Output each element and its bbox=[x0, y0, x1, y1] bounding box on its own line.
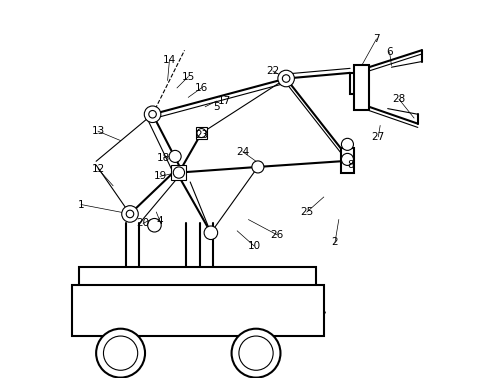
Text: 12: 12 bbox=[91, 164, 105, 174]
Circle shape bbox=[149, 111, 157, 118]
Circle shape bbox=[341, 153, 353, 165]
Bar bbox=[196, 127, 207, 139]
Text: 5: 5 bbox=[213, 102, 220, 112]
Text: 15: 15 bbox=[182, 72, 195, 81]
Text: 7: 7 bbox=[373, 34, 380, 44]
Text: 24: 24 bbox=[236, 147, 249, 157]
Text: 4: 4 bbox=[157, 216, 164, 227]
Bar bbox=[79, 266, 316, 287]
Circle shape bbox=[282, 75, 290, 82]
Text: 6: 6 bbox=[386, 47, 393, 57]
Text: 22: 22 bbox=[266, 66, 280, 76]
Circle shape bbox=[173, 167, 184, 178]
Text: 23: 23 bbox=[195, 130, 208, 140]
Text: 25: 25 bbox=[300, 207, 314, 217]
Text: 17: 17 bbox=[217, 96, 231, 106]
Circle shape bbox=[197, 128, 206, 138]
Text: 26: 26 bbox=[270, 230, 283, 240]
Circle shape bbox=[169, 150, 181, 163]
Text: 10: 10 bbox=[248, 241, 261, 251]
Text: 19: 19 bbox=[154, 171, 166, 181]
Circle shape bbox=[239, 336, 273, 370]
Text: 8: 8 bbox=[347, 160, 353, 170]
Text: 1: 1 bbox=[78, 200, 84, 210]
Bar bbox=[340, 148, 354, 172]
Bar bbox=[171, 165, 186, 180]
Text: 18: 18 bbox=[157, 152, 170, 163]
Circle shape bbox=[126, 210, 134, 218]
Bar bbox=[350, 73, 363, 94]
Bar bbox=[72, 285, 324, 336]
Circle shape bbox=[341, 138, 353, 150]
Circle shape bbox=[148, 218, 161, 232]
Text: 28: 28 bbox=[392, 94, 406, 104]
Circle shape bbox=[278, 70, 294, 87]
Text: 14: 14 bbox=[163, 55, 176, 65]
Circle shape bbox=[96, 329, 145, 377]
Text: 13: 13 bbox=[91, 126, 105, 136]
Circle shape bbox=[204, 226, 218, 240]
Circle shape bbox=[103, 336, 138, 370]
Circle shape bbox=[252, 161, 264, 173]
Bar bbox=[354, 65, 369, 111]
Circle shape bbox=[122, 206, 138, 222]
Text: 27: 27 bbox=[372, 132, 385, 142]
Text: 2: 2 bbox=[331, 237, 338, 247]
Circle shape bbox=[144, 106, 161, 122]
Text: 20: 20 bbox=[137, 218, 150, 229]
Circle shape bbox=[232, 329, 280, 377]
Text: 16: 16 bbox=[195, 83, 208, 93]
